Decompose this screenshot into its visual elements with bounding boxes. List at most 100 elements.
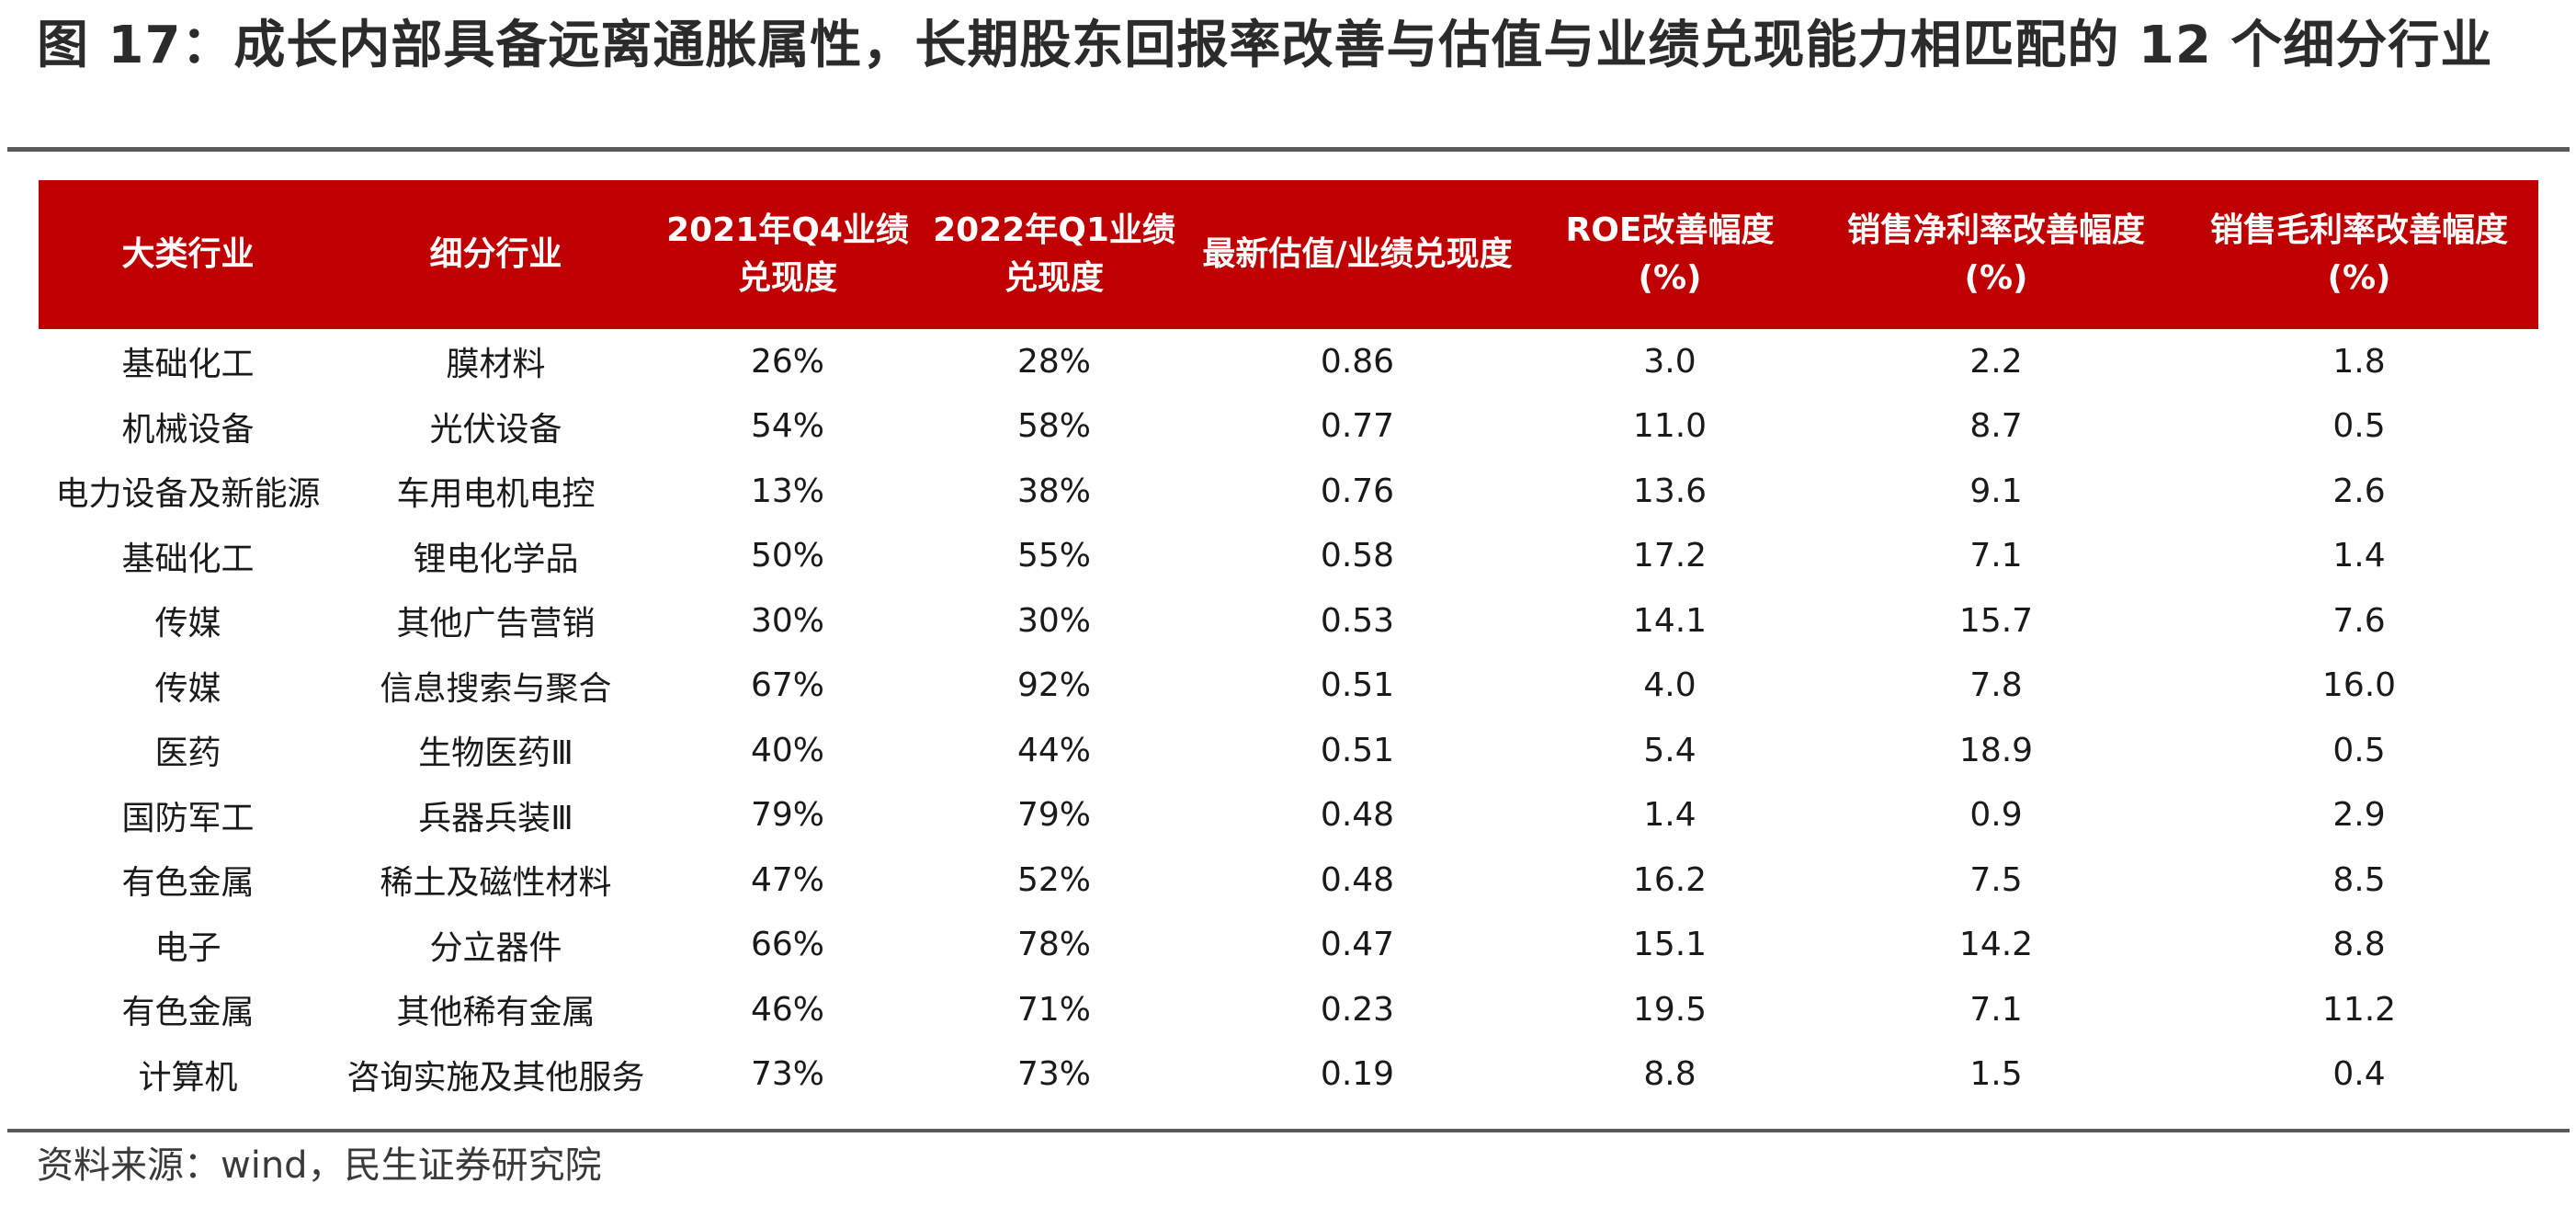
table-cell: 67%	[750, 666, 824, 705]
table-cell: 有色金属	[121, 994, 255, 1032]
table-cell: 0.48	[1320, 796, 1395, 835]
table-cell: 信息搜索与聚合	[380, 669, 612, 708]
table-cell: 13.6	[1632, 472, 1708, 510]
table-cell: 0.51	[1320, 731, 1395, 769]
table-cell: 光伏设备	[429, 410, 562, 449]
table-cell: 7.1	[1969, 537, 2023, 575]
table-cell: 计算机	[138, 1058, 238, 1097]
header-cell: 销售毛利率改善幅度 (%)	[2209, 211, 2508, 297]
table-cell: 50%	[750, 537, 824, 575]
table-cell: 0.76	[1320, 472, 1395, 510]
table-cell: 国防军工	[121, 799, 255, 837]
table-cell: 7.1	[1969, 990, 2023, 1029]
header-cell: 细分行业	[429, 235, 562, 273]
table-cell: 73%	[750, 1055, 824, 1094]
table-cell: 2.2	[1969, 342, 2023, 381]
table-cell: 车用电机电控	[396, 475, 596, 514]
table-cell: 79%	[1016, 796, 1091, 835]
table-cell: 其他广告营销	[396, 605, 596, 643]
header-cell: 2021年Q4业绩 兑现度	[666, 211, 909, 297]
table-cell: 0.48	[1320, 860, 1395, 899]
table-row: 传媒 信息搜索与聚合 67% 92% 0.51 4.0 7.8 16.0	[39, 654, 2538, 719]
table-cell: 16.2	[1632, 860, 1708, 899]
table-cell: 73%	[1016, 1055, 1091, 1094]
table-cell: 14.1	[1632, 601, 1708, 640]
table-cell: 7.5	[1969, 860, 2023, 899]
table-cell: 15.1	[1632, 926, 1708, 964]
industry-table-container: 大类行业 细分行业 2021年Q4业绩 兑现度 2022年Q1业绩 兑现度 最新估值…	[39, 180, 2538, 1107]
table-cell: 8.7	[1969, 407, 2023, 446]
table-cell: 0.53	[1320, 601, 1395, 640]
table-cell: 0.86	[1320, 342, 1395, 381]
table-cell: 医药	[154, 734, 221, 773]
table-cell: 26%	[750, 342, 824, 381]
table-cell: 30%	[1016, 601, 1091, 640]
table-cell: 47%	[750, 860, 824, 899]
table-cell: 78%	[1016, 926, 1091, 964]
table-cell: 基础化工	[121, 540, 255, 578]
table-cell: 基础化工	[121, 346, 255, 384]
header-cell: ROE改善幅度 (%)	[1565, 211, 1775, 297]
table-cell: 生物医药Ⅲ	[418, 734, 573, 773]
table-cell: 传媒	[154, 669, 221, 708]
table-cell: 8.5	[2332, 860, 2386, 899]
table-cell: 电力设备及新能源	[55, 475, 321, 514]
header-cell: 销售净利率改善幅度 (%)	[1846, 211, 2145, 297]
table-row: 基础化工 锂电化学品 50% 55% 0.58 17.2 7.1 1.4	[39, 524, 2538, 589]
top-divider	[7, 147, 2570, 152]
table-cell: 0.9	[1969, 796, 2023, 835]
header-row: 大类行业 细分行业 2021年Q4业绩 兑现度 2022年Q1业绩 兑现度 最新估值…	[39, 180, 2538, 329]
header-cell: 最新估值/业绩兑现度	[1202, 235, 1513, 273]
table-cell: 11.0	[1632, 407, 1708, 446]
table-cell: 0.4	[2332, 1055, 2386, 1094]
table-cell: 17.2	[1632, 537, 1708, 575]
table-cell: 0.51	[1320, 666, 1395, 705]
table-cell: 咨询实施及其他服务	[346, 1058, 645, 1097]
table-cell: 71%	[1016, 990, 1091, 1029]
table-cell: 7.6	[2332, 601, 2386, 640]
table-cell: 40%	[750, 731, 824, 769]
table-row: 基础化工 膜材料 26% 28% 0.86 3.0 2.2 1.8	[39, 329, 2538, 394]
table-cell: 18.9	[1958, 731, 2034, 769]
table-row: 电力设备及新能源 车用电机电控 13% 38% 0.76 13.6 9.1 2.6	[39, 459, 2538, 524]
table-cell: 分立器件	[429, 928, 562, 967]
table-cell: 0.19	[1320, 1055, 1395, 1094]
table-cell: 16.0	[2321, 666, 2397, 705]
table-cell: 38%	[1016, 472, 1091, 510]
table-cell: 2.9	[2332, 796, 2386, 835]
table-cell: 4.0	[1643, 666, 1697, 705]
table-cell: 0.23	[1320, 990, 1395, 1029]
table-cell: 54%	[750, 407, 824, 446]
table-cell: 0.5	[2332, 731, 2386, 769]
table-row: 计算机 咨询实施及其他服务 73% 73% 0.19 8.8 1.5 0.4	[39, 1042, 2538, 1108]
header-cell: 2022年Q1业绩 兑现度	[933, 211, 1175, 297]
table-cell: 66%	[750, 926, 824, 964]
table-cell: 0.5	[2332, 407, 2386, 446]
table-row: 有色金属 其他稀有金属 46% 71% 0.23 19.5 7.1 11.2	[39, 977, 2538, 1042]
table-row: 有色金属 稀土及磁性材料 47% 52% 0.48 16.2 7.5 8.5	[39, 848, 2538, 913]
table-cell: 1.5	[1969, 1055, 2023, 1094]
table-cell: 92%	[1016, 666, 1091, 705]
table-body: 基础化工 膜材料 26% 28% 0.86 3.0 2.2 1.8 机械设备 光伏设备 54% 58%…	[39, 329, 2538, 1107]
table-cell: 0.58	[1320, 537, 1395, 575]
table-cell: 锂电化学品	[413, 540, 579, 578]
table-cell: 机械设备	[121, 410, 255, 449]
table-cell: 1.4	[1643, 796, 1697, 835]
table-cell: 传媒	[154, 605, 221, 643]
table-cell: 19.5	[1632, 990, 1708, 1029]
table-cell: 3.0	[1643, 342, 1697, 381]
table-cell: 14.2	[1958, 926, 2034, 964]
table-row: 国防军工 兵器兵装Ⅲ 79% 79% 0.48 1.4 0.9 2.9	[39, 783, 2538, 848]
table-row: 传媒 其他广告营销 30% 30% 0.53 14.1 15.7 7.6	[39, 588, 2538, 654]
table-cell: 11.2	[2321, 990, 2397, 1029]
table-cell: 1.4	[2332, 537, 2386, 575]
table-cell: 8.8	[1643, 1055, 1697, 1094]
table-cell: 电子	[154, 928, 221, 967]
table-cell: 兵器兵装Ⅲ	[418, 799, 573, 837]
table-cell: 46%	[750, 990, 824, 1029]
table-cell: 28%	[1016, 342, 1091, 381]
table-cell: 79%	[750, 796, 824, 835]
industry-table: 大类行业 细分行业 2021年Q4业绩 兑现度 2022年Q1业绩 兑现度 最新估值…	[39, 180, 2538, 1107]
table-cell: 稀土及磁性材料	[380, 864, 612, 903]
table-header: 大类行业 细分行业 2021年Q4业绩 兑现度 2022年Q1业绩 兑现度 最新估值…	[39, 180, 2538, 329]
